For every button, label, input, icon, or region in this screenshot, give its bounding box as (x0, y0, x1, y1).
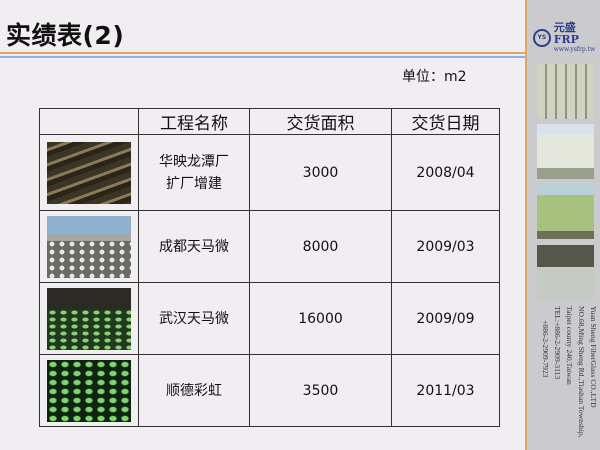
project-name: 华映龙潭厂 (159, 153, 229, 170)
table-row: 顺德彩虹 3500 2011/03 (39, 354, 500, 427)
table-row: 武汉天马微 16000 2009/09 (39, 282, 500, 355)
header-project-name: 工程名称 (138, 108, 250, 135)
address-line: NO.68,Ming Sheng Rd.,Tiashan Township, (577, 306, 586, 438)
header-date: 交货日期 (391, 108, 500, 135)
area-cell: 16000 (249, 282, 392, 355)
area-cell: 3500 (249, 354, 392, 427)
project-photo (47, 141, 131, 204)
area-cell: 3000 (249, 134, 392, 211)
project-name: 成都天马微 (138, 210, 250, 283)
sidebar-photo (537, 245, 594, 300)
logo-mark-icon: YS (533, 28, 551, 47)
project-name-line2: 扩厂增建 (166, 175, 222, 192)
brand-sidebar: YS 元盛FRP www.ysfrp.tw Yuan Sheng FiberGl… (525, 0, 600, 450)
logo-url: www.ysfrp.tw (553, 46, 596, 53)
sidebar-photo (537, 124, 594, 179)
table-row: 成都天马微 8000 2009/03 (39, 210, 500, 283)
performance-table: 工程名称 交货面积 交货日期 华映龙潭厂扩厂增建 3000 2008/04 成都… (39, 108, 500, 427)
date-cell: 2008/04 (391, 134, 500, 211)
project-photo (47, 287, 131, 350)
area-cell: 8000 (249, 210, 392, 283)
header-area: 交货面积 (249, 108, 392, 135)
project-name: 顺德彩虹 (138, 354, 250, 427)
table-header-row: 工程名称 交货面积 交货日期 (39, 108, 500, 135)
address-line: Taipei county 240,Taiwan (565, 306, 574, 385)
logo-name: 元盛FRP (553, 21, 579, 46)
project-name: 武汉天马微 (138, 282, 250, 355)
company-logo: YS 元盛FRP www.ysfrp.tw (533, 22, 600, 53)
address-line: Yuan Sheng FiberGlass CO.,LTD (589, 306, 598, 408)
unit-label: 单位：m2 (402, 69, 467, 85)
title-divider-orange (0, 52, 526, 54)
address-line: +886-2-2909-7923 (541, 320, 550, 378)
date-cell: 2009/03 (391, 210, 500, 283)
table-row: 华映龙潭厂扩厂增建 3000 2008/04 (39, 134, 500, 211)
sidebar-photo (537, 184, 594, 239)
date-cell: 2009/09 (391, 282, 500, 355)
header-photo (39, 108, 139, 135)
date-cell: 2011/03 (391, 354, 500, 427)
sidebar-photo (537, 64, 594, 119)
slide-title: 实绩表(2) (6, 21, 125, 50)
title-divider-blue (0, 56, 526, 58)
address-line: TEL:+886-2-2909-3113 (553, 306, 562, 380)
project-photo (47, 215, 131, 278)
project-photo (47, 359, 131, 422)
company-address: Yuan Sheng FiberGlass CO.,LTD NO.68,Ming… (531, 306, 599, 446)
